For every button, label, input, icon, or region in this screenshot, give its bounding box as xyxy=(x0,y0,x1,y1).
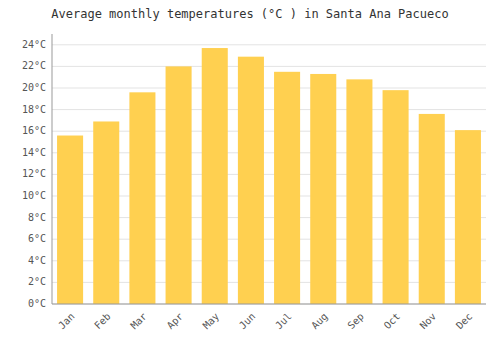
background xyxy=(0,0,500,350)
bar xyxy=(346,79,372,304)
y-tick-label: 18°C xyxy=(22,104,46,115)
bar xyxy=(310,74,336,304)
chart-container: 0°C 2°C 4°C 6°C 8°C 10°C 12°C 14°C 16°C 18°C 20°C 2… xyxy=(0,0,500,350)
y-tick-label: 2°C xyxy=(28,276,46,287)
title: Average monthly temperatures (°C ) in Sa… xyxy=(51,7,448,21)
y-tick-label: 20°C xyxy=(22,82,46,93)
x-tick-label: Mar xyxy=(128,311,149,332)
y-tick-label: 12°C xyxy=(22,168,46,179)
y-tick-labels: 0°C 2°C 4°C 6°C 8°C 10°C 12°C 14°C 16°C 18°C 20°C 2… xyxy=(22,39,46,309)
bars xyxy=(57,48,481,304)
y-tick-label: 8°C xyxy=(28,212,46,223)
y-tick-label: 10°C xyxy=(22,190,46,201)
x-tick-label: May xyxy=(201,311,222,332)
grid-line xyxy=(52,304,486,305)
bar xyxy=(129,92,155,304)
bar xyxy=(238,57,264,304)
bar xyxy=(419,114,445,304)
grid-line xyxy=(52,66,486,67)
y-tick-label: 24°C xyxy=(22,39,46,50)
x-tick-label: Apr xyxy=(165,311,186,332)
x-tick-label: Jan xyxy=(56,311,77,332)
y-tick-label: 14°C xyxy=(22,147,46,158)
bar xyxy=(202,48,228,304)
x-tick-label: Oct xyxy=(382,311,403,332)
x-tick-labels: Jan Feb Mar Apr May Jun Jul Aug Sep Oct Nov Dec xyxy=(56,311,474,332)
x-tick-label: Dec xyxy=(454,311,475,332)
x-axis-line xyxy=(52,304,486,305)
x-tick-label: Nov xyxy=(418,311,439,332)
bar xyxy=(166,66,192,304)
grid-line xyxy=(52,88,486,89)
bar xyxy=(274,72,300,304)
y-tick-label: 0°C xyxy=(28,298,46,309)
y-tick-label: 6°C xyxy=(28,233,46,244)
chart-svg: 0°C 2°C 4°C 6°C 8°C 10°C 12°C 14°C 16°C 18°C 20°C 2… xyxy=(0,0,500,350)
y-axis-line xyxy=(52,34,53,304)
x-tick-label: Jun xyxy=(237,311,258,332)
x-tick-label: Jul xyxy=(273,311,294,332)
bar xyxy=(57,136,83,304)
y-tick-label: 22°C xyxy=(22,60,46,71)
y-tick-label: 16°C xyxy=(22,125,46,136)
x-tick-label: Feb xyxy=(92,311,113,332)
y-tick-label: 4°C xyxy=(28,255,46,266)
grid-line xyxy=(52,109,486,110)
x-tick-label: Aug xyxy=(309,311,330,332)
grid-line xyxy=(52,44,486,45)
x-tick-label: Sep xyxy=(345,311,366,332)
page: {"chart_data": {"type": "bar", "title": … xyxy=(0,0,500,350)
bar xyxy=(455,130,481,304)
grid xyxy=(52,45,486,304)
bar xyxy=(93,121,119,304)
bar xyxy=(383,90,409,304)
